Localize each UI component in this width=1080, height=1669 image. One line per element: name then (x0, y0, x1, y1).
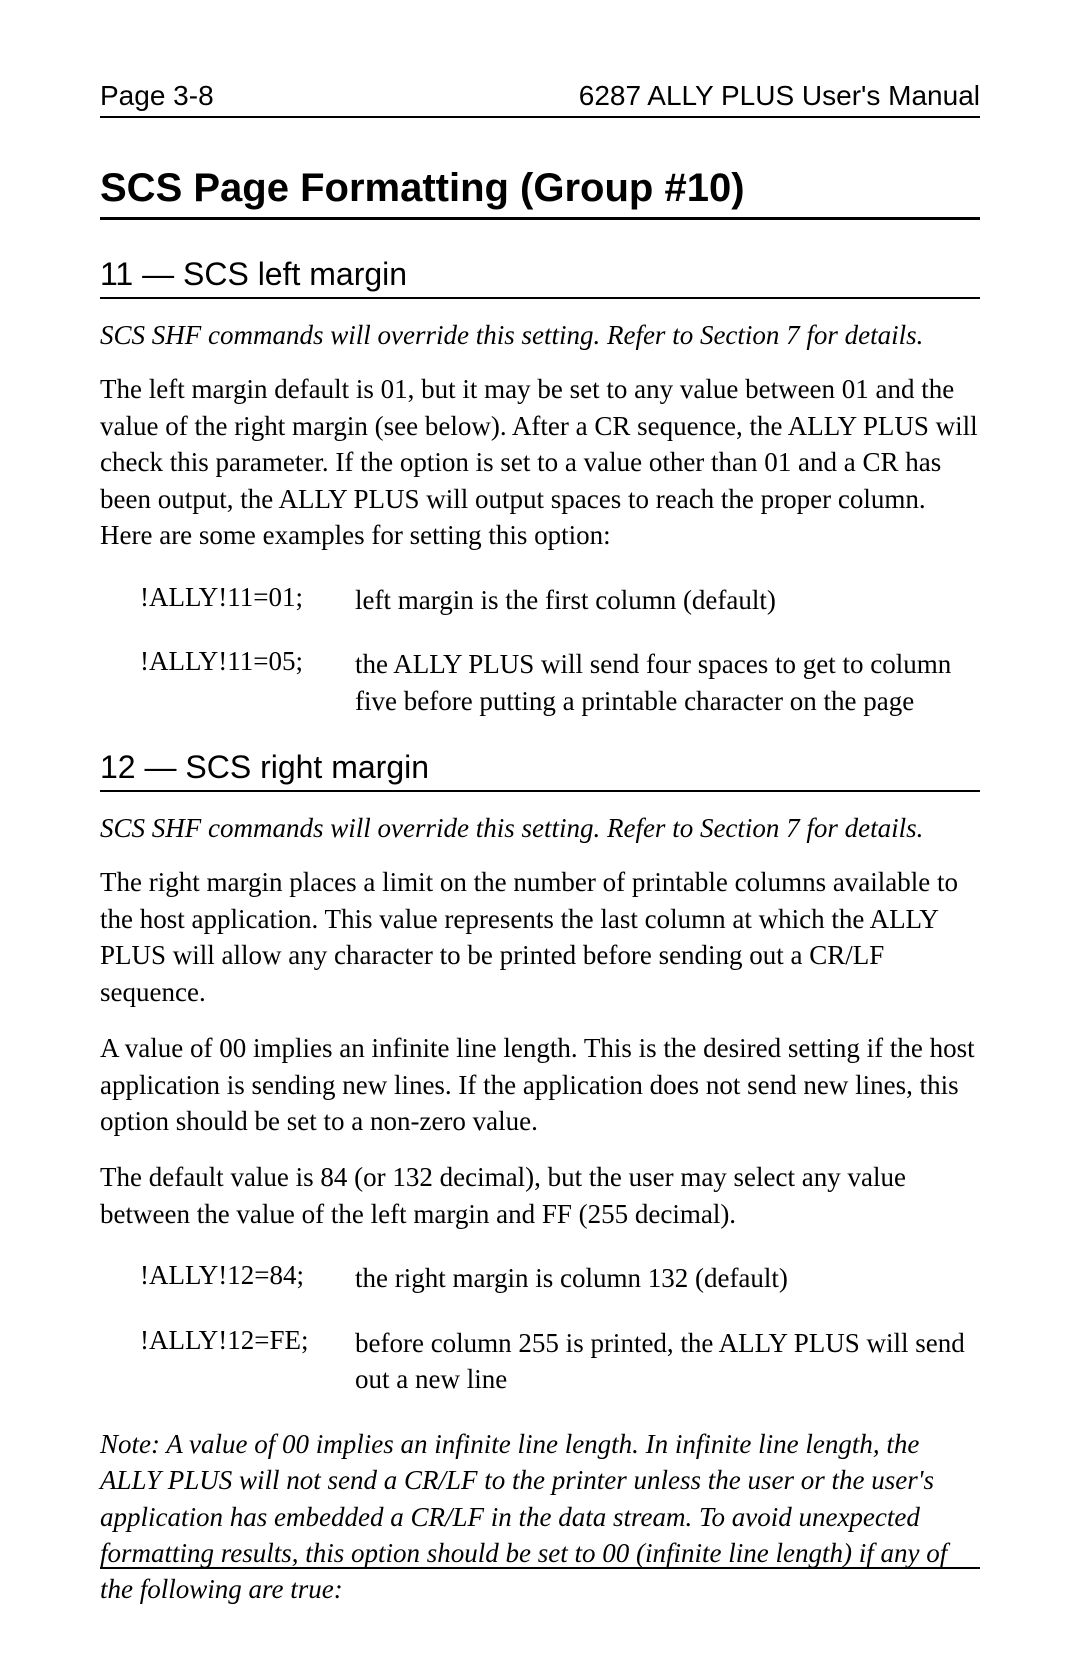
header-right: 6287 ALLY PLUS User's Manual (579, 80, 980, 112)
example-row: !ALLY!11=05; the ALLY PLUS will send fou… (140, 646, 980, 719)
section-12-paragraph-2: The default value is 84 (or 132 decimal)… (100, 1159, 980, 1232)
example-description: the right margin is column 132 (default) (355, 1260, 980, 1296)
example-description: the ALLY PLUS will send four spaces to g… (355, 646, 980, 719)
example-row: !ALLY!11=01; left margin is the first co… (140, 582, 980, 618)
example-command: !ALLY!12=84; (140, 1260, 355, 1291)
page-title: SCS Page Formatting (Group #10) (100, 166, 980, 220)
section-12-footnote: Note: A value of 00 implies an infinite … (100, 1426, 980, 1608)
running-header: Page 3-8 6287 ALLY PLUS User's Manual (100, 80, 980, 118)
example-description: left margin is the first column (default… (355, 582, 980, 618)
example-command: !ALLY!12=FE; (140, 1325, 355, 1356)
example-row: !ALLY!12=84; the right margin is column … (140, 1260, 980, 1296)
example-command: !ALLY!11=05; (140, 646, 355, 677)
section-12-paragraph-0: The right margin places a limit on the n… (100, 864, 980, 1010)
section-heading-12: 12 — SCS right margin (100, 749, 980, 792)
override-note-11: SCS SHF commands will override this sett… (100, 317, 980, 353)
section-11-paragraph-0: The left margin default is 01, but it ma… (100, 371, 980, 553)
section-12-examples: !ALLY!12=84; the right margin is column … (140, 1260, 980, 1397)
footer-rule (100, 1567, 980, 1569)
section-11-examples: !ALLY!11=01; left margin is the first co… (140, 582, 980, 719)
override-note-12: SCS SHF commands will override this sett… (100, 810, 980, 846)
example-row: !ALLY!12=FE; before column 255 is printe… (140, 1325, 980, 1398)
section-heading-11: 11 — SCS left margin (100, 256, 980, 299)
page: Page 3-8 6287 ALLY PLUS User's Manual SC… (0, 0, 1080, 1669)
example-command: !ALLY!11=01; (140, 582, 355, 613)
header-left: Page 3-8 (100, 80, 214, 112)
example-description: before column 255 is printed, the ALLY P… (355, 1325, 980, 1398)
section-12-paragraph-1: A value of 00 implies an infinite line l… (100, 1030, 980, 1139)
